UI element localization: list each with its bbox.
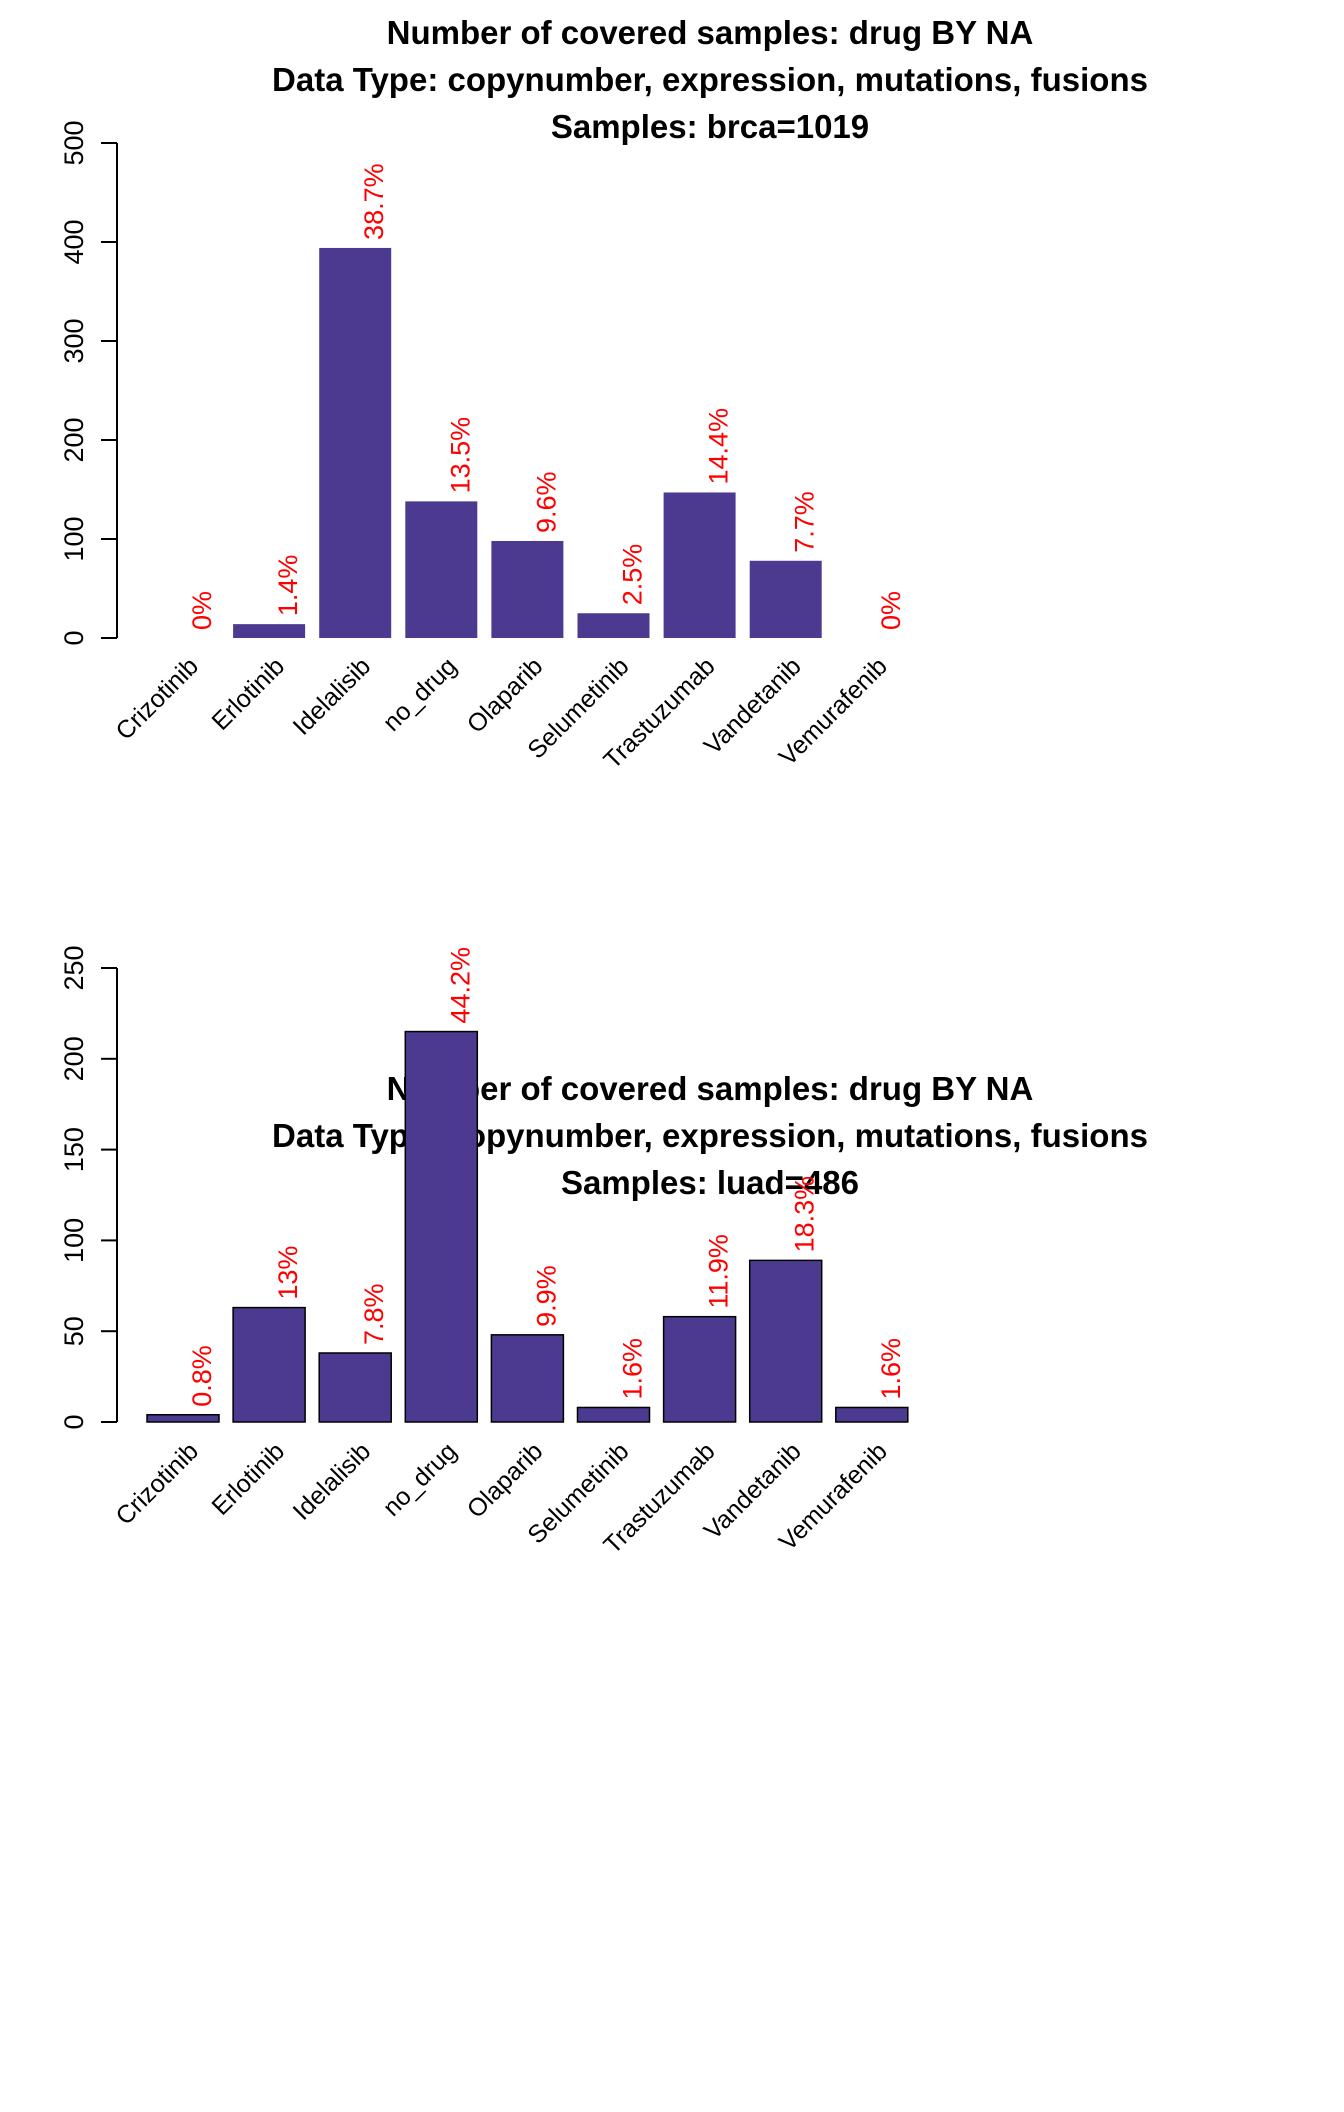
bar-selumetinib xyxy=(577,613,650,638)
bar-crizotinib xyxy=(146,1413,220,1423)
chart-1: Number of covered samples: drug BY NA Da… xyxy=(59,14,1148,774)
bar-vandetanib xyxy=(748,1259,823,1423)
bar-trastuzumab xyxy=(662,1315,737,1423)
bar-percent-label: 0% xyxy=(187,591,217,630)
y-tick-label: 400 xyxy=(59,219,89,264)
bar-selumetinib xyxy=(576,1406,651,1423)
chart-2-title: Number of covered samples: drug BY NA xyxy=(387,1070,1034,1107)
y-tick-label: 0 xyxy=(59,1414,89,1429)
bar-percent-label: 18.3% xyxy=(790,1176,820,1253)
bar-percent-label: 0.8% xyxy=(187,1345,217,1407)
bar-percent-label: 7.7% xyxy=(790,491,820,553)
bar-idelalisib xyxy=(318,1352,392,1423)
y-tick-label: 0 xyxy=(59,630,89,645)
bar-percent-label: 14.4% xyxy=(704,408,734,485)
bar-vandetanib xyxy=(749,560,822,638)
bar-olaparib xyxy=(491,540,564,638)
y-tick-label: 100 xyxy=(59,1218,89,1263)
chart-2-samples: Samples: luad=486 xyxy=(561,1164,859,1201)
bar-percent-label: 1.4% xyxy=(273,555,303,617)
chart-1-plot-area: 01002003004005000%Crizotinib1.4%Erlotini… xyxy=(59,120,906,774)
chart-1-subtitle: Data Type: copynumber, expression, mutat… xyxy=(272,61,1148,98)
y-tick-label: 50 xyxy=(59,1316,89,1346)
chart-1-title: Number of covered samples: drug BY NA xyxy=(387,14,1034,51)
y-tick-label: 200 xyxy=(59,1036,89,1081)
y-tick-label: 150 xyxy=(59,1127,89,1172)
bar-percent-label: 1.6% xyxy=(876,1338,906,1400)
bar-percent-label: 1.6% xyxy=(618,1338,648,1400)
bar-erlotinib xyxy=(233,624,306,638)
bar-olaparib xyxy=(490,1334,565,1423)
bar-percent-label: 9.9% xyxy=(531,1265,561,1327)
bar-percent-label: 2.5% xyxy=(618,544,648,606)
bar-percent-label: 44.2% xyxy=(445,947,475,1024)
y-tick-label: 300 xyxy=(59,318,89,363)
bar-no-drug xyxy=(405,501,478,638)
y-tick-label: 250 xyxy=(59,945,89,990)
y-tick-label: 100 xyxy=(59,516,89,561)
bar-percent-label: 9.6% xyxy=(531,471,561,533)
bar-erlotinib xyxy=(232,1306,306,1423)
y-tick-label: 200 xyxy=(59,417,89,462)
chart-2-subtitle: Data Type: copynumber, expression, mutat… xyxy=(272,1117,1148,1154)
chart-1-samples: Samples: brca=1019 xyxy=(551,108,869,145)
bar-percent-label: 7.8% xyxy=(359,1283,389,1345)
bar-percent-label: 0% xyxy=(876,591,906,630)
bar-idelalisib xyxy=(319,247,392,638)
y-tick-label: 500 xyxy=(59,120,89,165)
bar-percent-label: 11.9% xyxy=(704,1234,734,1309)
bar-percent-label: 13% xyxy=(273,1246,303,1300)
bar-percent-label: 13.5% xyxy=(445,417,475,494)
bar-vemurafenib xyxy=(835,1406,909,1423)
bar-no-drug xyxy=(404,1030,479,1423)
bar-percent-label: 38.7% xyxy=(359,163,389,240)
bar-trastuzumab xyxy=(663,492,736,638)
